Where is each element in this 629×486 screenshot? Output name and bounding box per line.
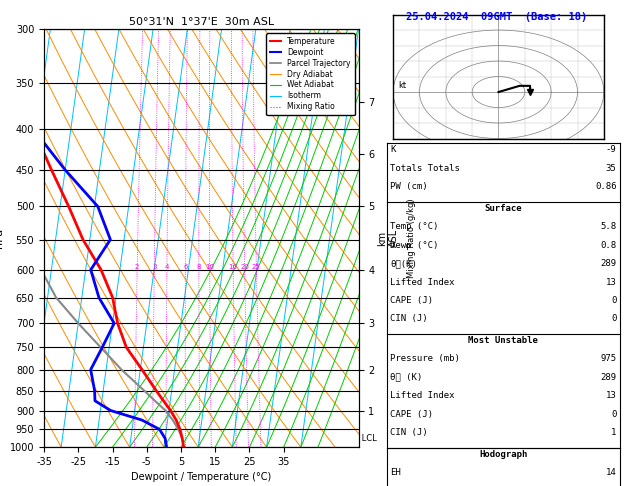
Text: EH: EH (390, 468, 401, 477)
Text: CAPE (J): CAPE (J) (390, 296, 433, 305)
Text: CIN (J): CIN (J) (390, 428, 428, 437)
Text: 0.86: 0.86 (595, 182, 616, 191)
Text: Hodograph: Hodograph (479, 450, 527, 459)
Text: 289: 289 (600, 259, 616, 268)
Text: 4: 4 (165, 264, 169, 270)
Text: 1: 1 (611, 428, 616, 437)
Text: 14: 14 (606, 468, 616, 477)
Text: 2: 2 (135, 264, 140, 270)
Text: 3: 3 (152, 264, 157, 270)
Legend: Temperature, Dewpoint, Parcel Trajectory, Dry Adiabat, Wet Adiabat, Isotherm, Mi: Temperature, Dewpoint, Parcel Trajectory… (266, 33, 355, 115)
Text: 25: 25 (252, 264, 261, 270)
Text: θᴇ (K): θᴇ (K) (390, 373, 422, 382)
Text: θᴇ(K): θᴇ(K) (390, 259, 417, 268)
X-axis label: Dewpoint / Temperature (°C): Dewpoint / Temperature (°C) (131, 472, 271, 483)
Text: LCL: LCL (359, 434, 376, 443)
Y-axis label: hPa: hPa (0, 228, 4, 248)
Text: CAPE (J): CAPE (J) (390, 410, 433, 419)
Text: 289: 289 (600, 373, 616, 382)
Text: 5.8: 5.8 (600, 222, 616, 231)
Text: 0.8: 0.8 (600, 241, 616, 250)
Text: CIN (J): CIN (J) (390, 314, 428, 324)
Text: 35: 35 (606, 164, 616, 173)
Text: Temp (°C): Temp (°C) (390, 222, 438, 231)
Text: Lifted Index: Lifted Index (390, 391, 455, 400)
Text: Surface: Surface (484, 204, 522, 213)
Text: 13: 13 (606, 278, 616, 287)
Text: PW (cm): PW (cm) (390, 182, 428, 191)
Text: 10: 10 (205, 264, 214, 270)
Title: 50°31'N  1°37'E  30m ASL: 50°31'N 1°37'E 30m ASL (129, 17, 274, 27)
Text: 0: 0 (611, 296, 616, 305)
Text: Totals Totals: Totals Totals (390, 164, 460, 173)
Text: Dewp (°C): Dewp (°C) (390, 241, 438, 250)
Text: 0: 0 (611, 410, 616, 419)
Text: 6: 6 (183, 264, 187, 270)
Text: K: K (390, 145, 396, 155)
Text: 16: 16 (229, 264, 238, 270)
Text: 20: 20 (240, 264, 249, 270)
Text: Pressure (mb): Pressure (mb) (390, 354, 460, 364)
Text: Most Unstable: Most Unstable (468, 336, 538, 345)
Text: 13: 13 (606, 391, 616, 400)
Text: kt: kt (398, 82, 406, 90)
Text: Mixing Ratio (g/kg): Mixing Ratio (g/kg) (408, 198, 416, 278)
Y-axis label: km
ASL: km ASL (377, 229, 399, 247)
Text: -9: -9 (606, 145, 616, 155)
Text: 25.04.2024  09GMT  (Base: 18): 25.04.2024 09GMT (Base: 18) (406, 12, 587, 22)
Text: 0: 0 (611, 314, 616, 324)
Text: Lifted Index: Lifted Index (390, 278, 455, 287)
Text: 975: 975 (600, 354, 616, 364)
Text: 8: 8 (197, 264, 201, 270)
